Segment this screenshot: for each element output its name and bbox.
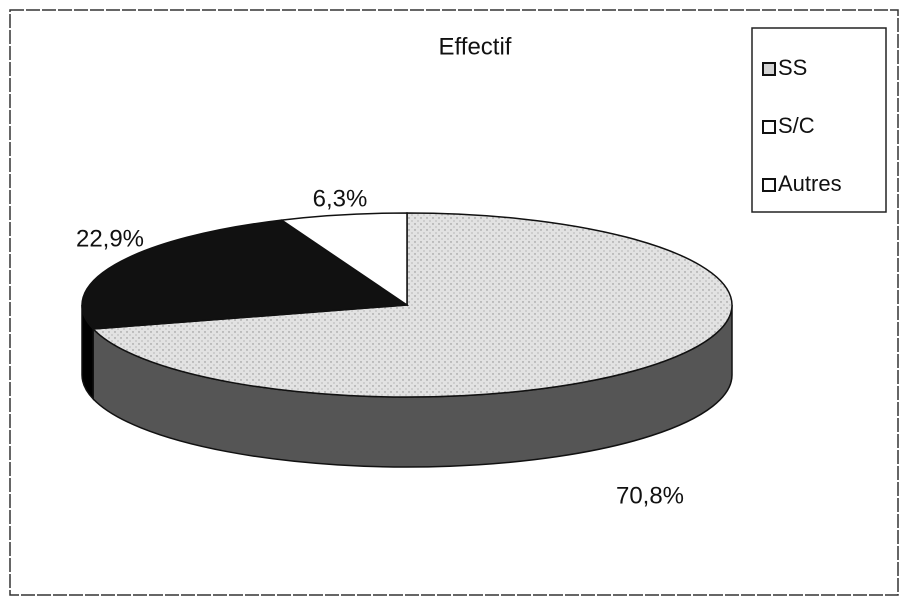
data-label: 6,3% <box>313 185 368 212</box>
data-label: 22,9% <box>76 225 144 252</box>
chart-title: Effectif <box>439 33 512 60</box>
slice <box>279 212 408 307</box>
legend: SS S/C Autres <box>762 55 842 196</box>
pie: 70,8% 22,9% 6,3% <box>76 185 733 509</box>
slice <box>91 212 733 398</box>
legend-swatch <box>762 120 776 134</box>
legend-label: S/C <box>778 113 815 138</box>
data-label: 70,8% <box>616 482 684 509</box>
legend-swatch <box>762 178 776 192</box>
legend-label: SS <box>778 55 807 80</box>
legend-swatch <box>762 62 776 76</box>
legend-label: Autres <box>778 171 842 196</box>
slice <box>81 219 410 330</box>
